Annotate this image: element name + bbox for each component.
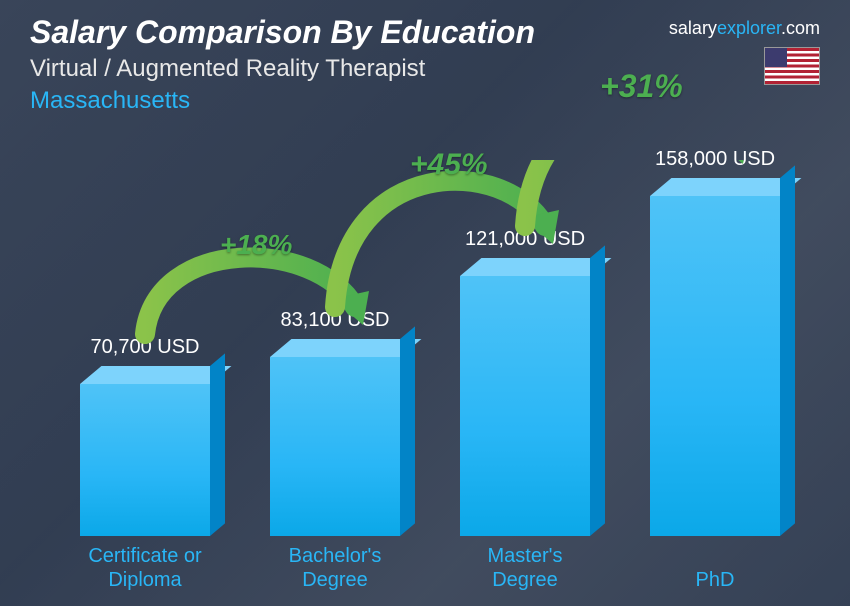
flag-icon [764,47,820,85]
bar-body: 83,100 USD [270,357,400,536]
bar-label: Certificate orDiploma [88,544,201,592]
bar-side-face [590,245,605,536]
bar-2: 121,000 USDMaster'sDegree [460,276,590,536]
brand-mid: explorer [717,18,781,38]
bar-label: Master'sDegree [488,544,563,592]
bar-value: 121,000 USD [465,228,585,251]
increase-label-2: +31% [600,68,683,105]
bar-label: PhD [696,568,735,592]
increase-label-0: +18% [220,229,292,261]
bar-body: 121,000 USD [460,276,590,536]
bar-3: 158,000 USDPhD [650,196,780,536]
bar-top-face [460,258,611,276]
bar-value: 70,700 USD [91,336,200,359]
bar-0: 70,700 USDCertificate orDiploma [80,384,210,536]
bar-body: 70,700 USD [80,384,210,536]
brand-pre: salary [669,18,717,38]
bar-body: 158,000 USD [650,196,780,536]
location-label: Massachusetts [30,87,820,115]
bar-side-face [210,353,225,536]
bar-side-face [780,165,795,536]
bar-value: 158,000 USD [655,148,775,171]
chart-area: 70,700 USDCertificate orDiploma 83,100 US… [60,160,790,536]
bar-label: Bachelor'sDegree [289,544,382,592]
bar-top-face [270,339,421,357]
brand: salaryexplorer.com [669,18,820,85]
bar-top-face [650,178,801,196]
brand-text: salaryexplorer.com [669,18,820,39]
brand-post: .com [781,18,820,38]
bar-1: 83,100 USDBachelor'sDegree [270,357,400,536]
bar-value: 83,100 USD [281,309,390,332]
bar-side-face [400,326,415,536]
increase-label-1: +45% [410,148,488,182]
bar-top-face [80,366,231,384]
